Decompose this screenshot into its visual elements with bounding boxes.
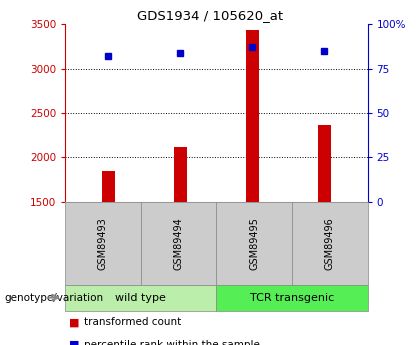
Text: GSM89494: GSM89494 [173, 217, 184, 269]
Text: ■: ■ [69, 317, 80, 327]
Text: GDS1934 / 105620_at: GDS1934 / 105620_at [137, 9, 283, 22]
Bar [102, 171, 115, 202]
Bar [318, 125, 331, 202]
Text: GSM89496: GSM89496 [325, 217, 335, 269]
Text: percentile rank within the sample: percentile rank within the sample [84, 340, 260, 345]
Text: wild type: wild type [115, 293, 166, 303]
Bar [174, 147, 187, 202]
Text: genotype/variation: genotype/variation [4, 293, 103, 303]
Text: ■: ■ [69, 340, 80, 345]
Text: GSM89493: GSM89493 [98, 217, 108, 269]
Text: GSM89495: GSM89495 [249, 217, 259, 270]
Text: TCR transgenic: TCR transgenic [250, 293, 334, 303]
Text: transformed count: transformed count [84, 317, 181, 327]
Bar [246, 30, 259, 202]
